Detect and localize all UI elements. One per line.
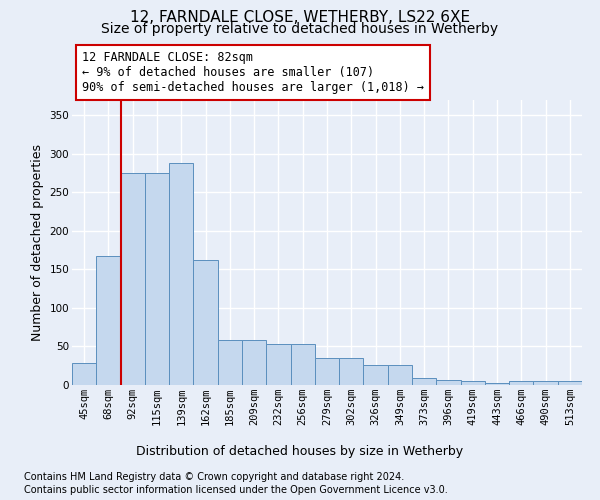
Text: Contains public sector information licensed under the Open Government Licence v3: Contains public sector information licen… — [24, 485, 448, 495]
Bar — [290, 344, 315, 385]
Bar — [242, 340, 266, 385]
Text: Distribution of detached houses by size in Wetherby: Distribution of detached houses by size … — [136, 445, 464, 458]
Bar — [96, 256, 121, 385]
Bar — [461, 381, 485, 385]
Text: 12 FARNDALE CLOSE: 82sqm
← 9% of detached houses are smaller (107)
90% of semi-d: 12 FARNDALE CLOSE: 82sqm ← 9% of detache… — [82, 52, 424, 94]
Bar — [339, 358, 364, 385]
Bar — [533, 381, 558, 385]
Bar — [315, 358, 339, 385]
Bar — [218, 340, 242, 385]
Bar — [436, 380, 461, 385]
Text: Size of property relative to detached houses in Wetherby: Size of property relative to detached ho… — [101, 22, 499, 36]
Bar — [412, 378, 436, 385]
Bar — [169, 163, 193, 385]
Bar — [72, 364, 96, 385]
Bar — [266, 344, 290, 385]
Bar — [364, 365, 388, 385]
Bar — [121, 173, 145, 385]
Y-axis label: Number of detached properties: Number of detached properties — [31, 144, 44, 341]
Bar — [485, 382, 509, 385]
Text: 12, FARNDALE CLOSE, WETHERBY, LS22 6XE: 12, FARNDALE CLOSE, WETHERBY, LS22 6XE — [130, 10, 470, 25]
Bar — [388, 365, 412, 385]
Bar — [193, 260, 218, 385]
Bar — [558, 381, 582, 385]
Text: Contains HM Land Registry data © Crown copyright and database right 2024.: Contains HM Land Registry data © Crown c… — [24, 472, 404, 482]
Bar — [145, 173, 169, 385]
Bar — [509, 381, 533, 385]
